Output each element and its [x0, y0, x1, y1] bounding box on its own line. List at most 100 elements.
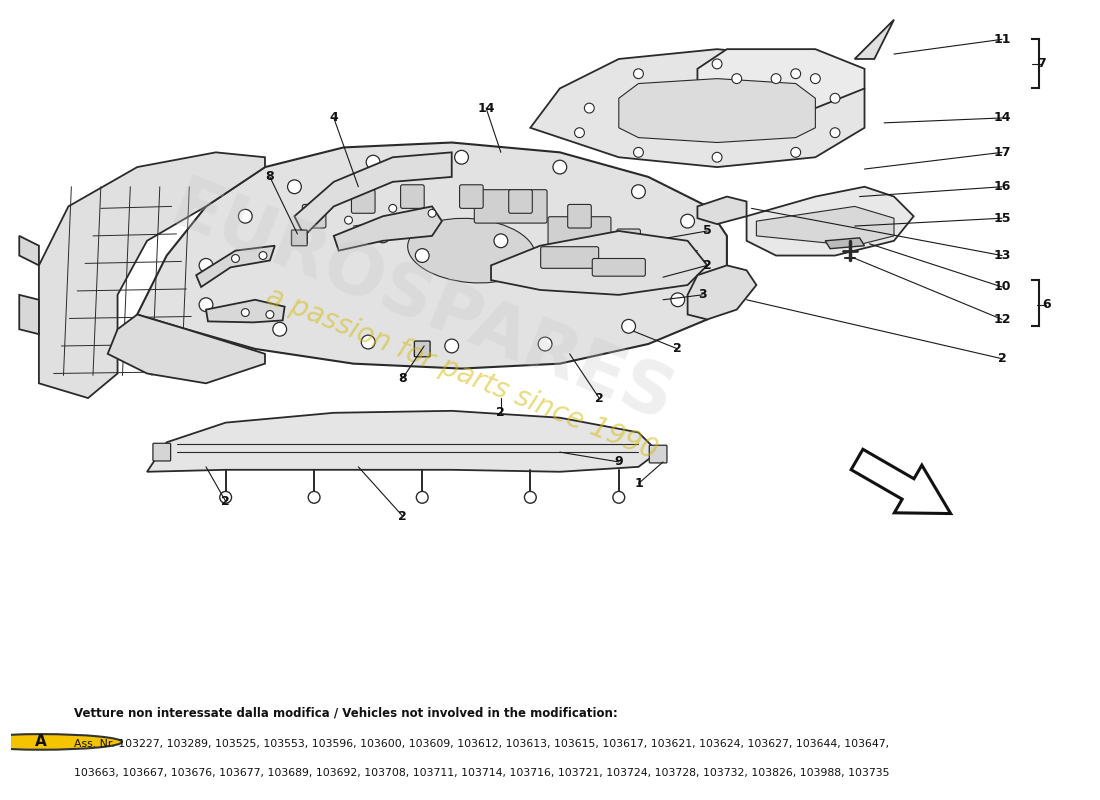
FancyBboxPatch shape — [153, 443, 170, 461]
Circle shape — [712, 152, 722, 162]
Circle shape — [631, 185, 646, 198]
FancyBboxPatch shape — [302, 205, 326, 228]
Circle shape — [241, 309, 250, 317]
Polygon shape — [530, 49, 865, 167]
Circle shape — [574, 128, 584, 138]
Circle shape — [416, 491, 428, 503]
Circle shape — [199, 298, 213, 311]
Circle shape — [791, 147, 801, 158]
Circle shape — [811, 74, 821, 83]
Polygon shape — [688, 266, 757, 319]
Polygon shape — [20, 236, 38, 266]
Text: 5: 5 — [703, 225, 712, 238]
Circle shape — [416, 249, 429, 262]
Polygon shape — [295, 152, 452, 236]
Polygon shape — [20, 295, 38, 334]
Polygon shape — [619, 78, 815, 142]
Circle shape — [428, 210, 436, 218]
Polygon shape — [491, 231, 707, 295]
Circle shape — [525, 491, 536, 503]
Circle shape — [494, 234, 508, 248]
FancyBboxPatch shape — [568, 205, 592, 228]
Text: 15: 15 — [993, 212, 1011, 225]
Text: 8: 8 — [265, 170, 274, 183]
Circle shape — [308, 491, 320, 503]
Circle shape — [361, 335, 375, 349]
Text: 11: 11 — [993, 33, 1011, 46]
Text: 16: 16 — [993, 180, 1011, 194]
Circle shape — [266, 310, 274, 318]
Circle shape — [732, 74, 741, 83]
Ellipse shape — [408, 218, 535, 283]
Text: 2: 2 — [703, 259, 712, 272]
Text: 3: 3 — [698, 288, 706, 302]
Text: 2: 2 — [398, 510, 407, 522]
Text: 103663, 103667, 103676, 103677, 103689, 103692, 103708, 103711, 103714, 103716, : 103663, 103667, 103676, 103677, 103689, … — [74, 768, 889, 778]
Text: 8: 8 — [398, 372, 407, 385]
Circle shape — [553, 160, 566, 174]
Circle shape — [830, 128, 840, 138]
Text: 9: 9 — [615, 455, 623, 469]
Circle shape — [199, 258, 213, 272]
Circle shape — [613, 491, 625, 503]
Text: 14: 14 — [477, 102, 495, 114]
Circle shape — [239, 210, 252, 223]
Polygon shape — [855, 20, 894, 59]
Text: 1: 1 — [634, 477, 642, 490]
Polygon shape — [39, 152, 265, 398]
Circle shape — [376, 229, 389, 242]
Text: 10: 10 — [993, 281, 1011, 294]
Text: 2: 2 — [673, 342, 682, 355]
Text: Vetture non interessate dalla modifica / Vehicles not involved in the modificati: Vetture non interessate dalla modifica /… — [74, 706, 617, 719]
Circle shape — [0, 734, 122, 750]
Text: A: A — [35, 734, 47, 750]
Circle shape — [220, 491, 232, 503]
FancyBboxPatch shape — [0, 690, 1100, 798]
Circle shape — [287, 180, 301, 194]
Circle shape — [791, 69, 801, 78]
Circle shape — [232, 254, 240, 262]
FancyBboxPatch shape — [617, 229, 640, 253]
FancyBboxPatch shape — [400, 185, 425, 208]
Circle shape — [538, 337, 552, 351]
Text: 14: 14 — [993, 111, 1011, 125]
Text: 4: 4 — [329, 111, 338, 125]
Circle shape — [444, 339, 459, 353]
Polygon shape — [196, 246, 275, 287]
Circle shape — [388, 205, 397, 212]
FancyBboxPatch shape — [474, 190, 547, 223]
Circle shape — [584, 103, 594, 113]
Polygon shape — [747, 186, 914, 255]
Polygon shape — [825, 238, 865, 249]
FancyBboxPatch shape — [352, 190, 375, 214]
Text: 17: 17 — [993, 146, 1011, 159]
Polygon shape — [147, 411, 658, 472]
Circle shape — [634, 147, 643, 158]
Circle shape — [712, 59, 722, 69]
Polygon shape — [333, 206, 442, 250]
FancyBboxPatch shape — [548, 217, 610, 246]
Polygon shape — [108, 314, 265, 383]
Text: 2: 2 — [221, 494, 230, 508]
Circle shape — [771, 74, 781, 83]
Text: 7: 7 — [1037, 58, 1046, 70]
Text: 6: 6 — [1042, 298, 1050, 311]
Text: 2: 2 — [595, 391, 604, 405]
FancyBboxPatch shape — [415, 341, 430, 357]
Circle shape — [366, 155, 379, 169]
Circle shape — [691, 258, 704, 272]
Text: a passion for parts since 1990: a passion for parts since 1990 — [262, 282, 661, 465]
Circle shape — [830, 94, 840, 103]
Circle shape — [454, 150, 469, 164]
Circle shape — [621, 319, 636, 333]
Text: 12: 12 — [993, 313, 1011, 326]
FancyBboxPatch shape — [541, 246, 598, 268]
Polygon shape — [697, 197, 747, 224]
FancyBboxPatch shape — [592, 258, 646, 276]
Circle shape — [634, 69, 643, 78]
Circle shape — [671, 293, 684, 306]
Polygon shape — [138, 142, 727, 369]
Circle shape — [260, 252, 267, 259]
FancyBboxPatch shape — [460, 185, 483, 208]
Polygon shape — [206, 300, 285, 322]
